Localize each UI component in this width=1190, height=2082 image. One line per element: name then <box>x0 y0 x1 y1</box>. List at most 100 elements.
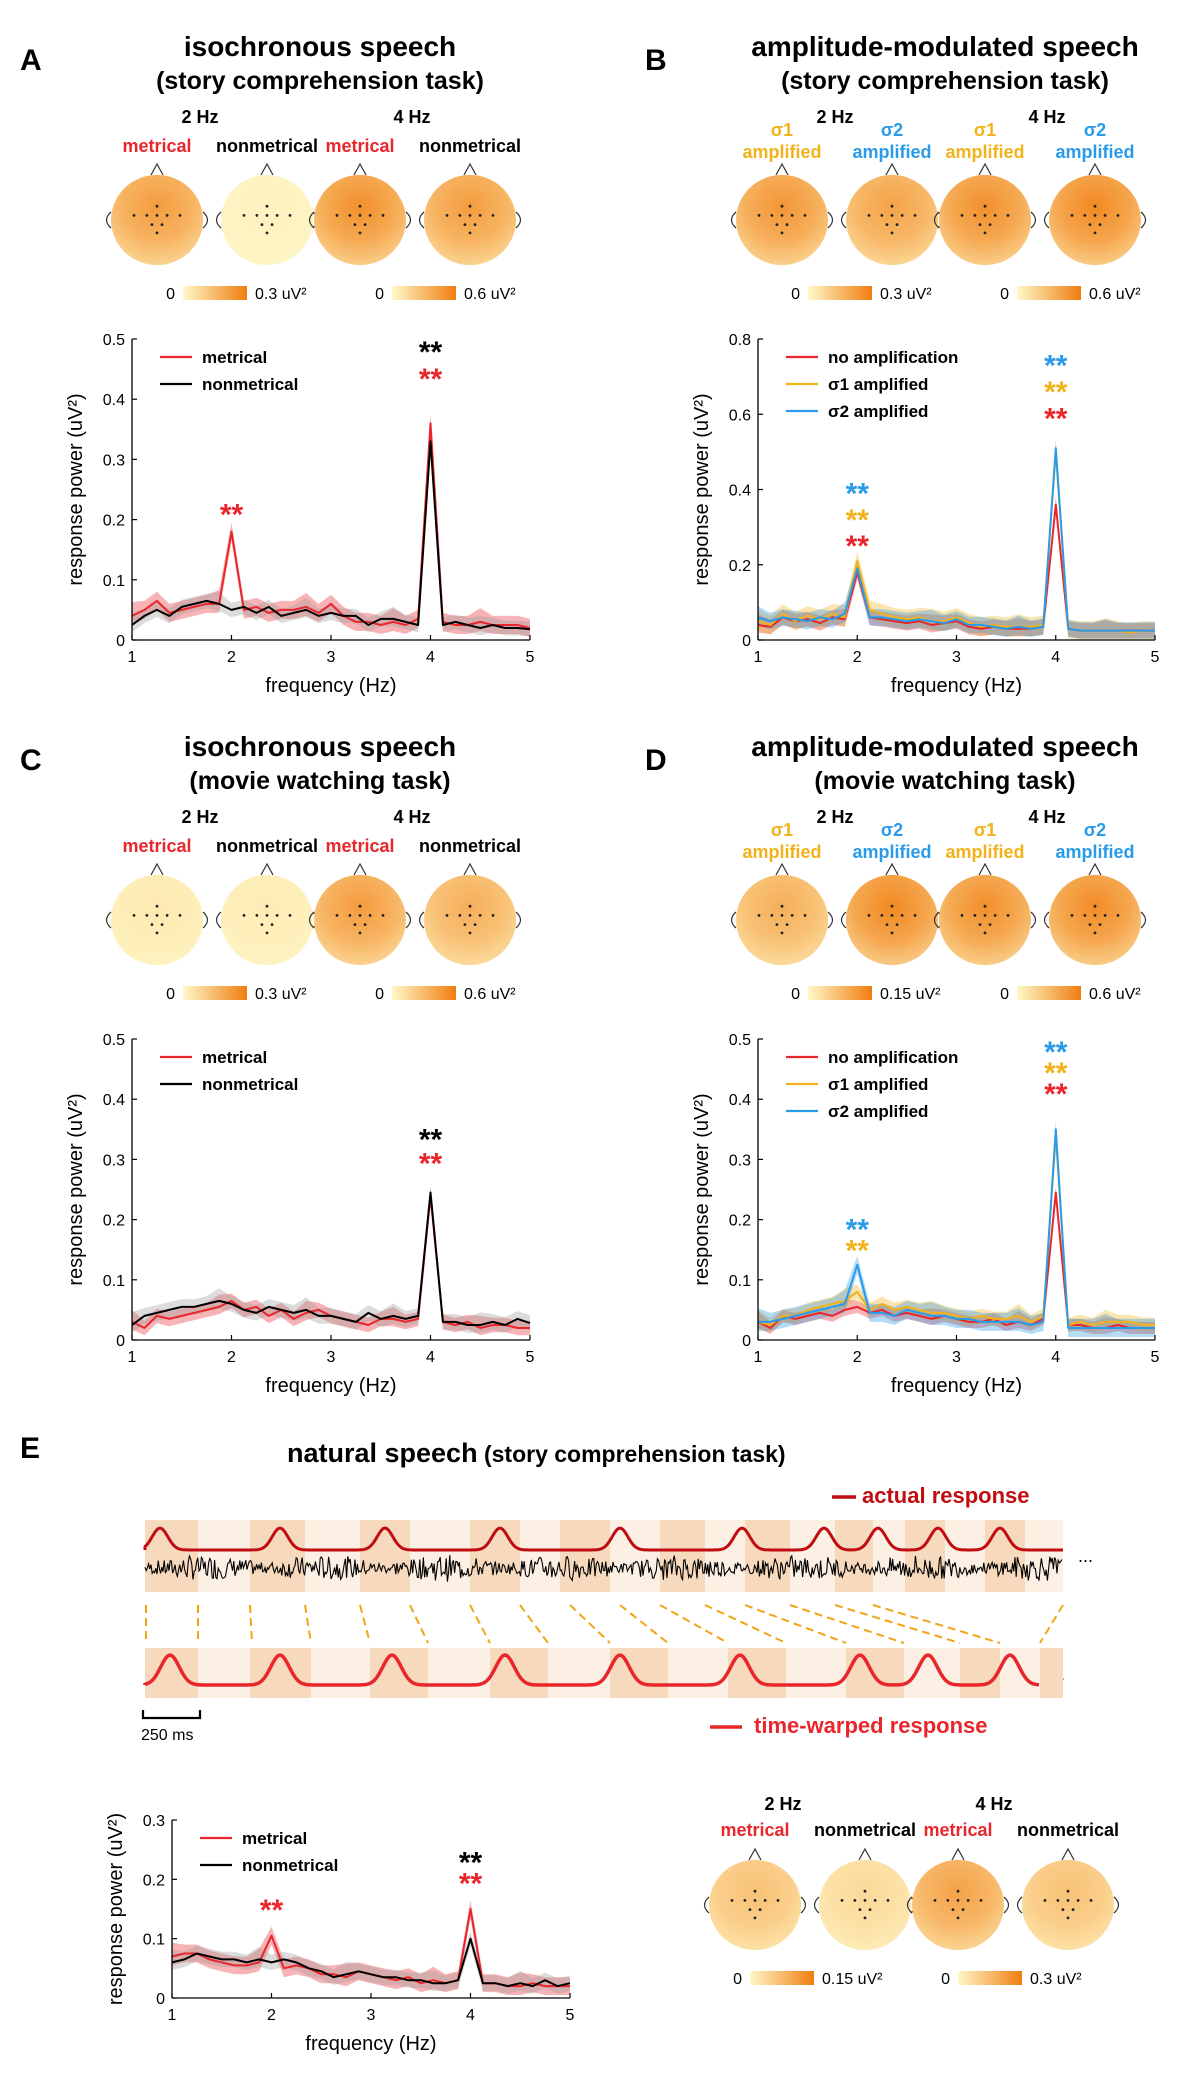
chart-A: 1 2 3 4 5 0 0.1 0.2 0.3 0.4 0.5 frequency (Hz) respo… <box>65 332 535 697</box>
legend-label: σ1 amplified <box>828 375 928 394</box>
electrode-dot <box>381 214 385 217</box>
electrode-dot <box>358 931 362 935</box>
condition-label-sigma: σ2 <box>881 120 903 140</box>
electrode-dot <box>763 1899 767 1902</box>
colorbar: 0 0.6 uV² <box>1000 986 1141 1003</box>
warp-line <box>359 1604 371 1644</box>
x-tick-label: 4 <box>426 1349 435 1366</box>
colorbar-max: 0.3 uV² <box>255 286 307 303</box>
head-topography <box>1016 1847 1120 1951</box>
y-tick-label: 0.4 <box>729 483 751 500</box>
warp-line <box>409 1604 429 1644</box>
head-ear-right <box>1113 1896 1120 1914</box>
warp-line <box>569 1604 611 1644</box>
head-nose <box>260 162 274 176</box>
electrode-dot <box>913 214 917 217</box>
x-axis-label: frequency (Hz) <box>265 675 396 697</box>
colorbar-gradient <box>958 1971 1022 1985</box>
head-map <box>314 174 406 266</box>
colorbar-gradient <box>1017 286 1081 300</box>
warp-line <box>1039 1604 1064 1644</box>
y-tick-label: 0.5 <box>729 1032 751 1049</box>
head-topography <box>906 1847 1010 1951</box>
series-line <box>171 1937 571 1988</box>
x-tick-label: 4 <box>1051 1349 1060 1366</box>
electrode-dot <box>790 914 794 917</box>
head-ear-left <box>1043 911 1050 929</box>
legend-label: nonmetrical <box>242 1856 338 1875</box>
y-tick-label: 0.8 <box>729 332 751 349</box>
electrode-dot <box>468 904 472 908</box>
colorbar-max: 0.15 uV² <box>880 986 941 1003</box>
head-map <box>736 874 828 966</box>
panel-title: amplitude-modulated speech <box>751 731 1138 762</box>
head-ear-left <box>840 211 847 229</box>
chart-C: 1 2 3 4 5 0 0.1 0.2 0.3 0.4 0.5 frequency (Hz) respo… <box>65 1032 535 1397</box>
condition-label: metrical <box>720 1820 789 1840</box>
head-nose <box>748 1847 762 1861</box>
y-tick-label: 0.1 <box>103 573 125 590</box>
electrode-dot <box>956 1889 960 1893</box>
head-topography <box>215 862 319 966</box>
head-topography <box>308 862 412 966</box>
electrode-dot <box>780 204 784 208</box>
head-ear-right <box>1140 211 1147 229</box>
y-tick-label: 0.1 <box>143 1932 165 1949</box>
colorbar: 0 0.3 uV² <box>166 286 307 303</box>
head-nose <box>1088 162 1102 176</box>
head-ear-right <box>202 911 209 929</box>
electrode-dot <box>132 214 136 217</box>
segment-stripe-top <box>873 1520 905 1592</box>
freq-label: 2 Hz <box>764 1794 801 1814</box>
head-nose <box>1061 1847 1075 1861</box>
condition-label: metrical <box>325 136 394 156</box>
electrode-dot <box>445 914 449 917</box>
head-nose <box>150 862 164 876</box>
segment-stripe-top <box>360 1520 410 1592</box>
electrode-dot <box>993 214 997 217</box>
series-band <box>758 1120 1155 1337</box>
panel-title: isochronous speech <box>184 31 456 62</box>
electrode-dot <box>753 1889 757 1893</box>
head-ear-right <box>1030 911 1037 929</box>
head-topography <box>105 162 209 266</box>
electrode-dot <box>785 923 789 926</box>
electrode-dot <box>946 1899 950 1902</box>
electrode-dot <box>348 914 352 917</box>
x-tick-label: 3 <box>952 1349 961 1366</box>
electrode-dot <box>983 904 987 908</box>
electrode-dot <box>468 204 472 208</box>
electrode-dot <box>853 1899 857 1902</box>
colorbar-gradient <box>808 286 872 300</box>
electrode-dot <box>1070 214 1074 217</box>
head-topography <box>105 862 209 966</box>
electrode-dot <box>780 904 784 908</box>
head-map <box>221 874 313 966</box>
warp-line <box>519 1604 549 1644</box>
colorbar: 0 0.6 uV² <box>375 286 516 303</box>
electrode-dot <box>1093 204 1097 208</box>
segment-stripe-bottom <box>548 1648 610 1698</box>
panel-letter: D <box>645 744 667 777</box>
electrode-dot <box>1088 223 1092 227</box>
legend-label: metrical <box>242 1829 307 1848</box>
electrode-dot <box>785 223 789 227</box>
electrode-dot <box>863 1916 867 1920</box>
colorbar-max: 0.6 uV² <box>1089 286 1141 303</box>
condition-label-amplified: amplified <box>742 142 821 162</box>
x-tick-label: 3 <box>327 1349 336 1366</box>
electrode-dot <box>491 214 495 217</box>
segment-stripe-bottom <box>786 1648 846 1698</box>
chart-D: 1 2 3 4 5 0 0.1 0.2 0.3 0.4 0.5 frequency (Hz) respo… <box>691 1032 1160 1397</box>
panel-e-header: E natural speech (story comprehension ta… <box>20 1432 1093 1744</box>
x-tick-label: 1 <box>168 2007 177 2024</box>
electrode-dot <box>265 214 269 217</box>
electrode-dot <box>890 931 894 935</box>
electrode-dot <box>780 931 784 935</box>
actual-response-trace <box>143 1526 1063 1552</box>
electrode-dot <box>155 914 159 917</box>
colorbar: 0 0.15 uV² <box>791 986 941 1003</box>
head-nose <box>463 862 477 876</box>
colorbar-min: 0 <box>1000 986 1009 1003</box>
